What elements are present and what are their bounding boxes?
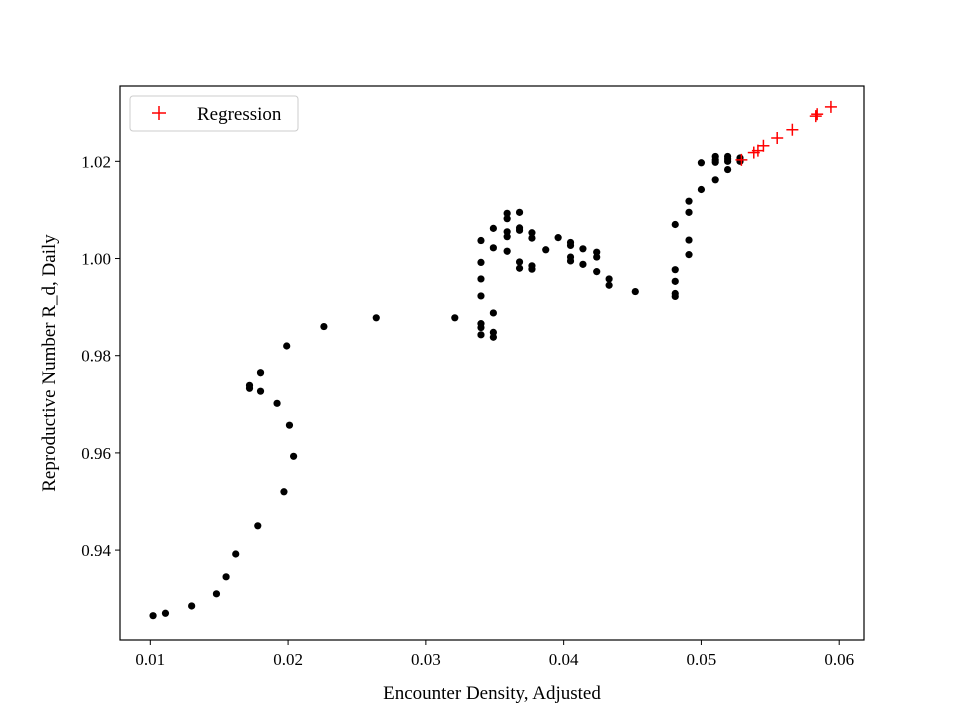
data-point (149, 612, 157, 620)
data-point (212, 590, 221, 598)
data-point (515, 264, 524, 272)
data-point (671, 289, 679, 298)
data-point (631, 287, 639, 296)
data-point (605, 281, 613, 289)
data-point (280, 488, 288, 496)
data-point (285, 421, 294, 429)
data-point (711, 176, 719, 184)
data-point (273, 399, 281, 407)
x-tick-label: 0.03 (411, 650, 441, 669)
data-point (290, 452, 298, 460)
data-point (554, 234, 562, 242)
y-tick-label: 0.94 (81, 541, 111, 560)
regression-point (751, 144, 764, 157)
regression-point (809, 110, 822, 123)
data-point (245, 381, 254, 389)
legend-label-regression: Regression (197, 104, 282, 125)
data-point (161, 609, 170, 617)
data-point (605, 275, 613, 283)
data-point (256, 369, 265, 377)
data-point (671, 220, 679, 229)
regression-point (757, 139, 770, 152)
regression-point (786, 123, 799, 136)
data-point (283, 342, 291, 350)
y-tick-label: 0.98 (81, 347, 111, 366)
data-point (477, 320, 485, 328)
data-point (451, 314, 459, 322)
x-axis-label: Encounter Density, Adjusted (383, 683, 601, 704)
data-point (503, 228, 511, 236)
data-point (477, 275, 485, 283)
data-point (477, 331, 485, 339)
data-point (685, 197, 693, 205)
data-point (477, 258, 485, 267)
data-point (685, 251, 693, 259)
data-point (697, 159, 706, 167)
data-point (372, 314, 380, 322)
data-point (477, 236, 485, 245)
data-point (503, 215, 511, 223)
data-point (503, 209, 511, 217)
data-point (489, 328, 497, 336)
legend: Regression (129, 95, 299, 132)
y-axis: 0.94 0.96 0.98 1.00 1.02 (81, 152, 120, 560)
y-tick-label: 1.02 (81, 152, 111, 171)
plot-marks (149, 100, 837, 620)
y-axis-label: Reproductive Number R_d, Daily (39, 234, 60, 492)
x-tick-label: 0.05 (687, 650, 717, 669)
data-point (593, 268, 601, 276)
legend-box (129, 95, 299, 132)
data-point (528, 229, 536, 237)
regression-point (811, 108, 824, 121)
data-point (188, 602, 196, 610)
data-point (528, 234, 536, 242)
data-point (593, 253, 601, 261)
data-point (489, 224, 497, 232)
y-tick-label: 0.96 (81, 444, 111, 463)
data-point (222, 573, 230, 581)
data-point (566, 257, 575, 265)
plot-frame (119, 85, 865, 641)
data-point (320, 322, 328, 331)
data-point (542, 246, 550, 254)
data-point (685, 208, 693, 216)
data-point (489, 244, 497, 252)
data-point (503, 247, 511, 255)
data-point (528, 265, 536, 273)
regression-point (824, 100, 837, 113)
data-point (579, 245, 587, 253)
data-point (724, 165, 732, 174)
data-point (256, 387, 265, 395)
data-point (697, 185, 706, 194)
regression-point (771, 131, 784, 144)
legend-plus-marker (152, 106, 166, 120)
data-point (515, 208, 524, 216)
data-point (579, 260, 587, 268)
x-tick-label: 0.01 (135, 650, 165, 669)
data-point (671, 266, 679, 274)
x-axis: 0.01 0.02 0.03 0.04 0.05 0.06 (135, 640, 854, 669)
data-point (671, 277, 679, 285)
data-point (477, 292, 485, 300)
x-tick-label: 0.06 (824, 650, 854, 669)
data-point (685, 236, 693, 244)
data-point (489, 309, 497, 317)
data-point (711, 152, 719, 161)
x-tick-label: 0.04 (549, 650, 579, 669)
data-point (254, 522, 262, 530)
data-point (515, 226, 524, 234)
x-tick-label: 0.02 (273, 650, 303, 669)
data-point (515, 258, 524, 266)
data-point (566, 241, 575, 249)
data-point (232, 550, 240, 558)
y-tick-label: 1.00 (81, 250, 111, 269)
regression-point (735, 153, 748, 166)
data-point (724, 152, 732, 161)
